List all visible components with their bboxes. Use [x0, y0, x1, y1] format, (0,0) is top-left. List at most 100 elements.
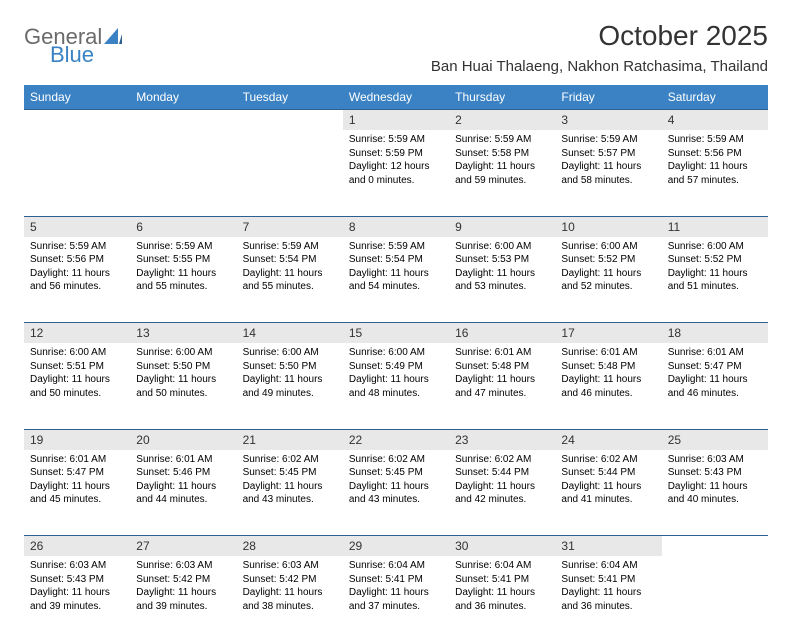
sunrise-line: Sunrise: 6:03 AM — [668, 453, 762, 467]
sunset-line: Sunset: 5:53 PM — [455, 253, 549, 267]
day-number-cell: 18 — [662, 323, 768, 344]
sunset-line: Sunset: 5:54 PM — [243, 253, 337, 267]
day-content-cell: Sunrise: 6:03 AMSunset: 5:43 PMDaylight:… — [662, 450, 768, 536]
daylight-line: Daylight: 11 hours and 55 minutes. — [136, 267, 230, 294]
sunrise-line: Sunrise: 6:00 AM — [455, 240, 549, 254]
day-content-cell: Sunrise: 5:59 AMSunset: 5:58 PMDaylight:… — [449, 130, 555, 216]
day-number-cell: 25 — [662, 429, 768, 450]
day-number-cell: 12 — [24, 323, 130, 344]
sunrise-line: Sunrise: 6:04 AM — [561, 559, 655, 573]
sunset-line: Sunset: 5:47 PM — [30, 466, 124, 480]
header: General Blue October 2025 Ban Huai Thala… — [24, 20, 768, 81]
sunrise-line: Sunrise: 6:00 AM — [136, 346, 230, 360]
sunset-line: Sunset: 5:43 PM — [30, 573, 124, 587]
daylight-line: Daylight: 11 hours and 48 minutes. — [349, 373, 443, 400]
sunset-line: Sunset: 5:48 PM — [455, 360, 549, 374]
logo: General Blue — [24, 26, 122, 66]
sunrise-line: Sunrise: 5:59 AM — [349, 240, 443, 254]
sunset-line: Sunset: 5:41 PM — [561, 573, 655, 587]
sunrise-line: Sunrise: 5:59 AM — [243, 240, 337, 254]
sunrise-line: Sunrise: 5:59 AM — [668, 133, 762, 147]
daylight-line: Daylight: 11 hours and 55 minutes. — [243, 267, 337, 294]
sunset-line: Sunset: 5:59 PM — [349, 147, 443, 161]
day-content-cell: Sunrise: 6:00 AMSunset: 5:50 PMDaylight:… — [130, 343, 236, 429]
sunrise-line: Sunrise: 6:02 AM — [561, 453, 655, 467]
day-content-cell — [130, 130, 236, 216]
sunrise-line: Sunrise: 6:00 AM — [668, 240, 762, 254]
day-content-cell: Sunrise: 6:01 AMSunset: 5:46 PMDaylight:… — [130, 450, 236, 536]
day-content-cell: Sunrise: 5:59 AMSunset: 5:54 PMDaylight:… — [237, 237, 343, 323]
day-content-cell: Sunrise: 5:59 AMSunset: 5:54 PMDaylight:… — [343, 237, 449, 323]
day-number-cell: 11 — [662, 216, 768, 237]
sunset-line: Sunset: 5:41 PM — [349, 573, 443, 587]
day-content-cell: Sunrise: 6:01 AMSunset: 5:48 PMDaylight:… — [555, 343, 661, 429]
day-number-cell: 19 — [24, 429, 130, 450]
daylight-line: Daylight: 11 hours and 46 minutes. — [668, 373, 762, 400]
daylight-line: Daylight: 11 hours and 37 minutes. — [349, 586, 443, 613]
sunrise-line: Sunrise: 5:59 AM — [455, 133, 549, 147]
day-content-row: Sunrise: 5:59 AMSunset: 5:59 PMDaylight:… — [24, 130, 768, 216]
day-content-cell: Sunrise: 5:59 AMSunset: 5:59 PMDaylight:… — [343, 130, 449, 216]
day-number-cell: 10 — [555, 216, 661, 237]
daylight-line: Daylight: 12 hours and 0 minutes. — [349, 160, 443, 187]
daylight-line: Daylight: 11 hours and 53 minutes. — [455, 267, 549, 294]
sunset-line: Sunset: 5:45 PM — [243, 466, 337, 480]
weekday-header: Tuesday — [237, 85, 343, 110]
sunset-line: Sunset: 5:47 PM — [668, 360, 762, 374]
calendar-body: 1234Sunrise: 5:59 AMSunset: 5:59 PMDayli… — [24, 110, 768, 642]
day-number-cell: 1 — [343, 110, 449, 131]
daylight-line: Daylight: 11 hours and 50 minutes. — [136, 373, 230, 400]
daylight-line: Daylight: 11 hours and 43 minutes. — [349, 480, 443, 507]
day-number-cell: 2 — [449, 110, 555, 131]
sunset-line: Sunset: 5:51 PM — [30, 360, 124, 374]
day-number-cell: 23 — [449, 429, 555, 450]
sunset-line: Sunset: 5:50 PM — [136, 360, 230, 374]
sunset-line: Sunset: 5:52 PM — [561, 253, 655, 267]
day-content-cell: Sunrise: 6:04 AMSunset: 5:41 PMDaylight:… — [449, 556, 555, 642]
day-content-cell: Sunrise: 5:59 AMSunset: 5:57 PMDaylight:… — [555, 130, 661, 216]
sunrise-line: Sunrise: 6:03 AM — [136, 559, 230, 573]
daylight-line: Daylight: 11 hours and 58 minutes. — [561, 160, 655, 187]
sunrise-line: Sunrise: 6:03 AM — [30, 559, 124, 573]
daylight-line: Daylight: 11 hours and 40 minutes. — [668, 480, 762, 507]
day-content-cell: Sunrise: 6:00 AMSunset: 5:53 PMDaylight:… — [449, 237, 555, 323]
weekday-header: Friday — [555, 85, 661, 110]
day-number-cell — [130, 110, 236, 131]
sunrise-line: Sunrise: 5:59 AM — [136, 240, 230, 254]
sunset-line: Sunset: 5:57 PM — [561, 147, 655, 161]
day-content-cell — [662, 556, 768, 642]
day-content-cell: Sunrise: 6:02 AMSunset: 5:45 PMDaylight:… — [237, 450, 343, 536]
day-number-cell — [24, 110, 130, 131]
daylight-line: Daylight: 11 hours and 47 minutes. — [455, 373, 549, 400]
day-content-cell: Sunrise: 6:03 AMSunset: 5:42 PMDaylight:… — [237, 556, 343, 642]
sunset-line: Sunset: 5:49 PM — [349, 360, 443, 374]
daylight-line: Daylight: 11 hours and 57 minutes. — [668, 160, 762, 187]
sunset-line: Sunset: 5:44 PM — [561, 466, 655, 480]
day-number-cell: 6 — [130, 216, 236, 237]
weekday-header: Thursday — [449, 85, 555, 110]
day-number-cell: 7 — [237, 216, 343, 237]
day-number-row: 12131415161718 — [24, 323, 768, 344]
day-content-cell — [237, 130, 343, 216]
day-number-cell: 16 — [449, 323, 555, 344]
day-content-cell: Sunrise: 5:59 AMSunset: 5:56 PMDaylight:… — [662, 130, 768, 216]
sunrise-line: Sunrise: 6:03 AM — [243, 559, 337, 573]
day-number-cell: 26 — [24, 536, 130, 557]
daylight-line: Daylight: 11 hours and 36 minutes. — [561, 586, 655, 613]
weekday-header-row: Sunday Monday Tuesday Wednesday Thursday… — [24, 85, 768, 110]
sunset-line: Sunset: 5:44 PM — [455, 466, 549, 480]
sunset-line: Sunset: 5:43 PM — [668, 466, 762, 480]
sunset-line: Sunset: 5:42 PM — [243, 573, 337, 587]
day-number-row: 567891011 — [24, 216, 768, 237]
sunrise-line: Sunrise: 5:59 AM — [349, 133, 443, 147]
day-content-cell: Sunrise: 6:01 AMSunset: 5:47 PMDaylight:… — [662, 343, 768, 429]
day-number-row: 262728293031 — [24, 536, 768, 557]
title-block: October 2025 Ban Huai Thalaeng, Nakhon R… — [431, 20, 768, 81]
sunrise-line: Sunrise: 6:01 AM — [455, 346, 549, 360]
sunset-line: Sunset: 5:58 PM — [455, 147, 549, 161]
sunrise-line: Sunrise: 6:00 AM — [30, 346, 124, 360]
day-number-cell: 3 — [555, 110, 661, 131]
day-number-row: 19202122232425 — [24, 429, 768, 450]
daylight-line: Daylight: 11 hours and 43 minutes. — [243, 480, 337, 507]
day-number-cell: 21 — [237, 429, 343, 450]
